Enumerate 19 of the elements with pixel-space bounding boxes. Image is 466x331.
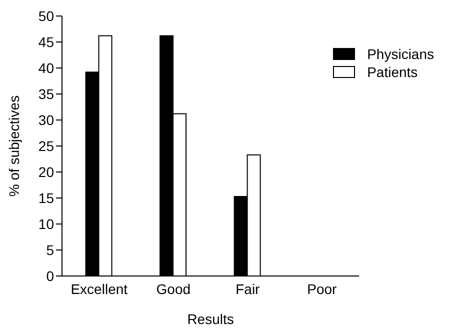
x-tick-label: Poor (307, 280, 338, 297)
legend-label: Patients (367, 64, 418, 80)
x-tick-label: Fair (236, 280, 260, 297)
x-axis-title: Results (187, 311, 234, 327)
y-tick-label: 40 (38, 60, 54, 76)
y-tick-label: 35 (38, 86, 54, 102)
y-axis-title: % of subjectives (6, 95, 22, 197)
y-tick-label: 15 (38, 190, 54, 206)
y-tick-label: 25 (38, 138, 54, 154)
y-tick-label: 30 (38, 112, 54, 128)
y-tick-label: 0 (46, 268, 54, 284)
y-tick-label: 5 (46, 242, 54, 258)
x-tick-label: Excellent (70, 280, 128, 297)
x-tick-label: Good (156, 280, 191, 297)
y-tick-label: 45 (38, 34, 54, 50)
y-tick-label: 50 (38, 8, 54, 24)
legend-label: Physicians (367, 46, 434, 62)
y-tick-label: 20 (38, 164, 54, 180)
y-tick-label: 10 (38, 216, 54, 232)
